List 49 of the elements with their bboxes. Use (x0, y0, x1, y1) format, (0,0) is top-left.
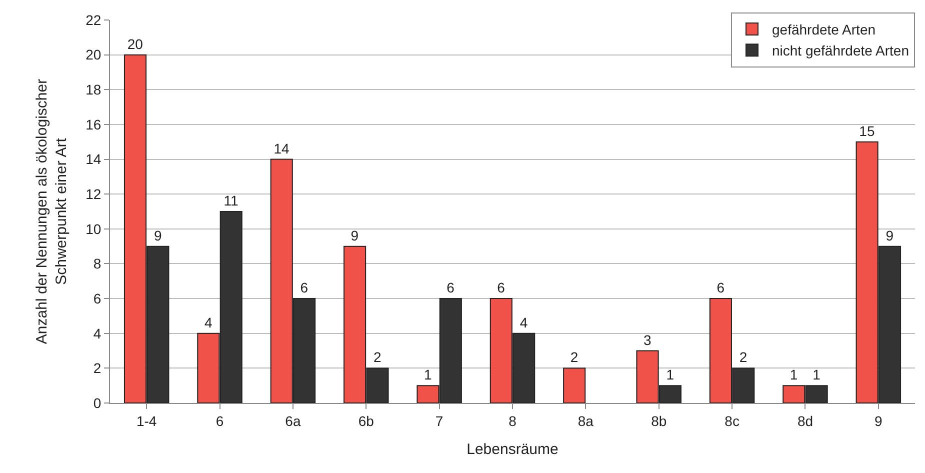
y-tick-label: 2 (93, 360, 102, 376)
x-tick-label: 8 (508, 412, 517, 429)
data-label: 1 (812, 366, 821, 383)
data-label: 9 (154, 227, 162, 244)
data-label: 9 (350, 227, 359, 244)
y-tick-label: 20 (86, 46, 102, 63)
data-label: 4 (204, 314, 212, 330)
data-label: 15 (859, 122, 875, 139)
x-tick-label: 8a (578, 412, 594, 429)
data-label: 1 (666, 366, 674, 383)
data-label: 2 (570, 349, 578, 366)
y-tick-label: 4 (93, 325, 102, 342)
legend-label: gefährdete Arten (772, 21, 876, 38)
x-tick-label: 8c (724, 412, 740, 429)
x-tick-label: 9 (874, 412, 883, 429)
data-label: 14 (274, 140, 290, 156)
data-label: 3 (644, 332, 652, 348)
data-label: 6 (716, 280, 725, 296)
x-tick-label: 6 (216, 412, 224, 429)
data-label: 6 (497, 280, 506, 296)
data-label: 6 (446, 280, 455, 296)
y-axis-title: Anzahl der Nennungen als ökologischer Schwerpunkt einer Art (33, 78, 70, 344)
x-axis-title: Lebensräume (466, 440, 558, 458)
y-tick-label: 8 (93, 256, 102, 272)
data-label: 6 (300, 280, 308, 296)
x-tick-label: 8d (797, 412, 814, 429)
data-label: 2 (739, 349, 748, 366)
y-tick-label: 16 (86, 116, 102, 132)
y-tick-label: 22 (86, 12, 102, 28)
y-tick-label: 18 (86, 82, 102, 98)
data-label: 2 (373, 349, 382, 366)
x-tick-label: 6b (358, 412, 374, 429)
y-tick-label: 0 (93, 394, 102, 411)
data-label: 1 (424, 366, 432, 383)
data-label: 1 (790, 366, 798, 383)
x-tick-label: 6a (285, 412, 301, 429)
x-tick-label: 8b (651, 412, 667, 429)
x-tick-label: 7 (435, 412, 444, 429)
legend-label: nicht gefährdete Arten (772, 42, 909, 59)
y-tick-label: 10 (86, 220, 102, 237)
y-tick-label: 6 (93, 290, 102, 306)
y-tick-label: 14 (86, 151, 102, 168)
data-label: 20 (127, 36, 144, 52)
data-label: 11 (224, 192, 238, 208)
x-tick-label: 1-4 (136, 412, 157, 429)
y-tick-label: 12 (86, 186, 102, 202)
data-label: 4 (520, 314, 528, 330)
bar (563, 368, 586, 403)
data-label: 9 (886, 227, 894, 244)
